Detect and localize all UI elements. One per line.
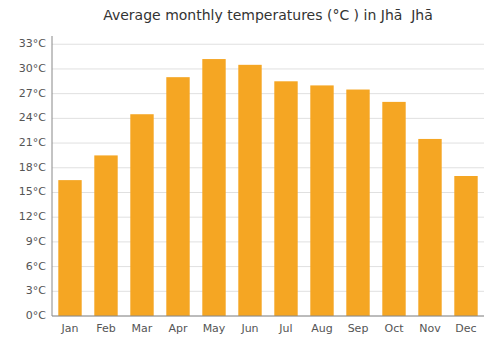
bar (202, 59, 225, 316)
grid-line (52, 93, 484, 94)
chart-container: 0°C 3°C 6°C 9°C 12°C 15°C 18°C 21°C 24°C 27°C 30°C… (0, 0, 500, 350)
bar (130, 114, 153, 316)
y-tick-label: 24°C (19, 111, 46, 124)
y-tick-label: 0°C (26, 309, 46, 322)
grid-line (52, 68, 484, 69)
x-tick-label: Aug (311, 322, 332, 335)
bar (346, 90, 369, 316)
x-tick-label: Oct (384, 322, 404, 335)
bar (454, 176, 477, 316)
grid-line (52, 118, 484, 119)
y-tick-label: 6°C (26, 260, 46, 273)
y-axis-line (52, 36, 53, 316)
chart: 0°C 3°C 6°C 9°C 12°C 15°C 18°C 21°C 24°C 27°C 30°C… (0, 0, 500, 350)
grid-line (52, 316, 484, 317)
x-tick-label: Nov (419, 322, 441, 335)
bar (418, 139, 441, 316)
x-tick-label: Jul (278, 322, 292, 335)
x-axis-line (52, 316, 484, 317)
title: Average monthly temperatures (°C ) in Jh… (103, 7, 433, 23)
x-tick-label: May (203, 322, 226, 335)
x-tick-label: Sep (348, 322, 369, 335)
y-tick-label: 15°C (19, 185, 46, 198)
x-tick-label: Feb (96, 322, 115, 335)
x-tick-label: Dec (455, 322, 476, 335)
x-tick-label: Jan (61, 322, 79, 335)
y-tick-label: 27°C (19, 87, 46, 100)
bars (58, 59, 477, 316)
y-tick-label: 18°C (19, 161, 46, 174)
bar (58, 180, 81, 316)
y-tick-label: 12°C (19, 210, 46, 223)
bar (382, 102, 405, 316)
y-grid (52, 44, 484, 316)
y-tick-labels: 0°C 3°C 6°C 9°C 12°C 15°C 18°C 21°C 24°C 27°C 30°C… (19, 37, 46, 322)
x-tick-label: Jun (240, 322, 258, 335)
bar (238, 65, 261, 316)
x-tick-label: Mar (132, 322, 153, 335)
x-tick-labels: Jan Feb Mar Apr May Jun Jul Aug Sep Oct Nov Dec (61, 322, 477, 335)
y-tick-label: 9°C (26, 235, 46, 248)
y-tick-label: 33°C (19, 37, 46, 50)
bar (166, 77, 189, 316)
grid-line (52, 44, 484, 45)
x-tick-label: Apr (168, 322, 188, 335)
y-tick-label: 21°C (19, 136, 46, 149)
bar (274, 81, 297, 316)
y-tick-label: 30°C (19, 62, 46, 75)
bar (94, 155, 117, 316)
y-tick-label: 3°C (26, 284, 46, 297)
bar (310, 85, 333, 316)
